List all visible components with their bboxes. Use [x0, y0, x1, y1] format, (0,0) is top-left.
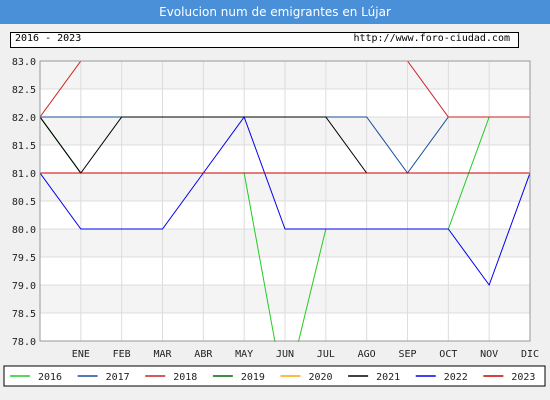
- y-tick-label: 80.0: [12, 225, 36, 236]
- x-tick-label: JUN: [276, 349, 294, 360]
- y-tick-label: 78.0: [12, 337, 36, 348]
- y-tick-label: 78.5: [12, 309, 36, 320]
- x-tick-label: AGO: [358, 349, 376, 360]
- x-tick-label: MAY: [235, 349, 253, 360]
- legend-label-2018: 2018: [173, 372, 197, 383]
- plot-frame: [39, 60, 531, 342]
- axes: [39, 60, 531, 342]
- legend-label-2021: 2021: [376, 372, 400, 383]
- legend: 2016 2017 2018 2019 2020 2021 2022 2023: [3, 365, 546, 387]
- legend-label-2020: 2020: [309, 372, 333, 383]
- source-url: http://www.foro-ciudad.com: [353, 33, 510, 44]
- legend-label-2017: 2017: [106, 372, 130, 383]
- x-tick-label: OCT: [439, 349, 457, 360]
- legend-label-2019: 2019: [241, 372, 265, 383]
- y-tick-label: 79.5: [12, 253, 36, 264]
- y-tick-label: 81.5: [12, 141, 36, 152]
- y-tick-label: 82.0: [12, 113, 36, 124]
- y-tick-label: 81.0: [12, 169, 36, 180]
- chart-title: Evolucion num de emigrantes en Lújar: [159, 5, 391, 19]
- y-tick-labels: 78.0 78.5 79.0 79.5 80.0 80.5 81.0 81.5 82.0 82.5…: [12, 57, 36, 348]
- legend-label-2016: 2016: [38, 372, 62, 383]
- y-tick-label: 79.0: [12, 281, 36, 292]
- x-tick-label: SEP: [398, 349, 416, 360]
- x-tick-label: DIC: [521, 349, 539, 360]
- x-tick-label: ABR: [194, 349, 213, 360]
- legend-label-2023: 2023: [511, 372, 535, 383]
- chart-title-bar: Evolucion num de emigrantes en Lújar: [0, 0, 550, 24]
- y-tick-label: 82.5: [12, 85, 36, 96]
- legend-label-2022: 2022: [444, 372, 468, 383]
- legend-box: [3, 365, 546, 387]
- x-tick-label: FEB: [113, 349, 131, 360]
- x-tick-labels: ENE FEB MAR ABR MAY JUN JUL AGO SEP OCT NOV DIC: [72, 349, 539, 360]
- y-tick-label: 83.0: [12, 57, 36, 68]
- x-tick-label: ENE: [72, 349, 90, 360]
- info-bar: 2016 - 2023 http://www.foro-ciudad.com: [10, 32, 519, 48]
- series-line-2022: [40, 115, 530, 287]
- period-label: 2016 - 2023: [15, 33, 82, 44]
- x-tick-label: MAR: [153, 349, 172, 360]
- x-tick-label: NOV: [480, 349, 498, 360]
- y-tick-label: 80.5: [12, 197, 36, 208]
- series-lines: [40, 61, 530, 342]
- series-line-2018: [40, 61, 530, 118]
- x-tick-label: JUL: [317, 349, 335, 360]
